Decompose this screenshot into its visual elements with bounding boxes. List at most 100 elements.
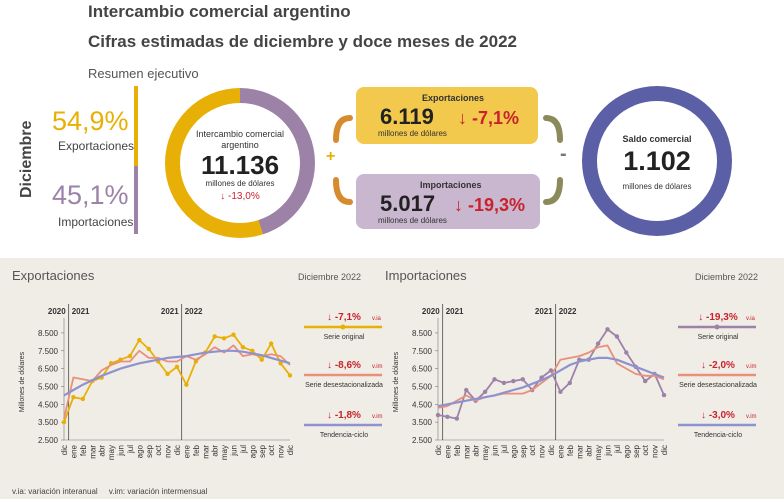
imports-xtick-label: sep xyxy=(519,444,528,457)
connector-brackets xyxy=(333,115,563,205)
imports-xtick-label: ene xyxy=(556,444,565,458)
exports-xtick-label: ago xyxy=(135,444,144,458)
page-subtitle: Cifras estimadas de diciembre y doce mes… xyxy=(88,32,518,51)
charts-background xyxy=(0,258,784,499)
imports-box-change: ↓ -19,3% xyxy=(454,195,526,215)
imports-series-line-2 xyxy=(437,356,665,408)
bracket-exp-right xyxy=(543,115,563,143)
exports-series-point xyxy=(278,361,283,366)
imports-chart-title: Importaciones xyxy=(385,268,467,283)
exports-series-line-2 xyxy=(63,349,291,397)
page-title: Intercambio comercial argentino xyxy=(88,2,351,21)
exports-series-point xyxy=(137,337,142,343)
exports-xtick-label: dic xyxy=(286,445,295,455)
exports-xtick-label: may xyxy=(220,445,229,460)
imports-series-point xyxy=(482,389,488,395)
exports-series-point xyxy=(240,345,246,350)
exports-ytick-label: 2.500 xyxy=(38,436,59,445)
exports-series-point xyxy=(250,348,255,353)
exports-series-point xyxy=(71,394,76,400)
exports-legend-change: ↓ -1,8% xyxy=(327,410,361,421)
exports-series-point xyxy=(127,353,133,359)
exports-series-point xyxy=(61,419,67,425)
imports-chart-date: Diciembre 2022 xyxy=(695,272,759,282)
imports-series-point xyxy=(624,350,629,355)
exports-xtick-label: may xyxy=(107,445,116,460)
imports-legend-label: Serie original xyxy=(698,334,739,341)
exports-chart-title: Exportaciones xyxy=(12,268,95,283)
imports-xtick-label: jul xyxy=(613,445,622,454)
imports-ytick-label: 7.500 xyxy=(412,347,433,356)
balance-value: 1.102 xyxy=(623,146,691,176)
exports-legend-unit: v.im xyxy=(372,364,383,370)
imports-share: 45,1% xyxy=(52,180,129,210)
plus-operator: + xyxy=(326,148,336,165)
exports-chart: 2.500 3.500 4.500 5.500 6.500 7.500 8.500 Millo… xyxy=(19,304,383,460)
imports-xtick-label: oct xyxy=(528,444,537,455)
imports-series-point xyxy=(445,414,450,419)
exports-year-label: 2022 xyxy=(185,307,203,316)
exports-ylabel: Millones de dólares xyxy=(19,351,26,412)
imports-year-label: 2022 xyxy=(559,307,577,316)
exports-xtick-label: abr xyxy=(211,445,220,457)
imports-xtick-label: jun xyxy=(604,445,613,457)
exports-legend-unit: v.im xyxy=(372,414,383,420)
exports-series-point xyxy=(259,357,264,362)
imports-legend-change: ↓ -3,0% xyxy=(701,410,735,421)
exports-series-point xyxy=(165,371,170,377)
imports-ytick-label: 5.500 xyxy=(412,382,433,391)
imports-legend-swatch-point xyxy=(714,324,720,330)
imports-series-point xyxy=(595,341,601,346)
exports-series-point xyxy=(80,396,86,402)
imports-share-label: Importaciones xyxy=(58,215,134,229)
exports-xtick-label: jul xyxy=(126,445,135,454)
exports-year-label: 2021 xyxy=(72,307,90,316)
exports-xtick-label: dic xyxy=(173,445,182,455)
exports-box-title: Exportaciones xyxy=(422,93,485,103)
exports-legend-swatch-point xyxy=(340,324,346,330)
imports-series-point xyxy=(511,378,516,384)
exports-ytick-label: 5.500 xyxy=(38,382,59,391)
trade-title: Intercambio comercial argentino xyxy=(195,129,285,150)
exports-legend-change: ↓ -8,6% xyxy=(327,360,361,371)
exports-ytick-label: 6.500 xyxy=(38,365,59,374)
exports-chart-date: Diciembre 2022 xyxy=(298,272,362,282)
exports-legend-label: Tendencia-ciclo xyxy=(320,432,368,439)
imports-xtick-label: feb xyxy=(453,444,462,456)
imports-xtick-label: abr xyxy=(472,445,481,457)
exports-box-change: ↓ -7,1% xyxy=(458,108,520,128)
imports-legend-unit: v.im xyxy=(746,364,757,370)
exports-series-point xyxy=(231,332,236,337)
imports-series-point xyxy=(605,327,610,332)
exports-xtick-label: jun xyxy=(230,445,239,457)
imports-xtick-label: ago xyxy=(622,444,631,458)
exports-series-point xyxy=(174,364,180,370)
imports-ytick-label: 2.500 xyxy=(412,436,433,445)
exports-ytick-label: 4.500 xyxy=(38,400,59,409)
minus-operator: - xyxy=(560,143,567,165)
imports-xtick-label: mar xyxy=(462,445,471,459)
imports-legend-change: ↓ -19,3% xyxy=(698,312,738,323)
imports-series-point xyxy=(567,380,573,386)
period-label: Diciembre xyxy=(18,120,35,198)
exports-legend-label: Serie desestacionalizada xyxy=(305,382,383,389)
exports-xtick-label: jul xyxy=(239,445,248,454)
imports-bar xyxy=(134,166,138,234)
footnote-via: v.ia: variación interanual xyxy=(12,487,98,496)
exports-xtick-label: ene xyxy=(182,444,191,458)
imports-series-point xyxy=(501,380,507,386)
exports-series-point xyxy=(193,359,199,364)
exports-box-value: 6.119 xyxy=(380,104,434,129)
imports-legend-label: Tendencia-ciclo xyxy=(694,432,742,439)
imports-xtick-label: abr xyxy=(585,445,594,457)
imports-xtick-label: may xyxy=(481,445,490,460)
exports-bar xyxy=(134,86,138,166)
bracket-imp-right xyxy=(543,177,563,205)
bracket-exp-left xyxy=(333,115,353,143)
exports-box: Exportaciones 6.119 ↓ -7,1% millones de … xyxy=(356,87,538,144)
trade-value: 11.136 xyxy=(200,150,280,180)
summary-label: Resumen ejecutivo xyxy=(88,66,199,81)
imports-series-point xyxy=(492,377,497,382)
exports-legend-unit: v.ia xyxy=(372,316,382,322)
imports-ytick-label: 3.500 xyxy=(412,418,433,427)
